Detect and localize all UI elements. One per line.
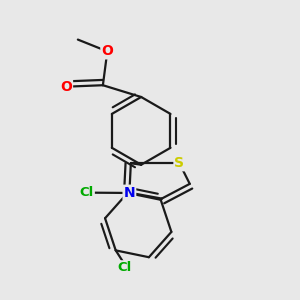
Text: O: O	[60, 80, 72, 94]
Text: Cl: Cl	[118, 261, 132, 274]
Text: Cl: Cl	[80, 186, 94, 199]
Text: S: S	[174, 156, 184, 170]
Text: O: O	[101, 44, 113, 58]
Text: N: N	[124, 186, 135, 200]
